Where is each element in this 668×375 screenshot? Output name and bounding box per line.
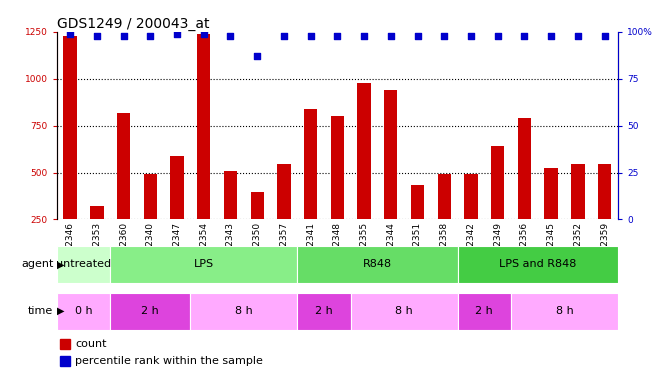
Point: [599, 33, 610, 39]
Bar: [110, 246, 297, 283]
Bar: [384, 90, 397, 219]
Bar: [59, 356, 69, 366]
Bar: [544, 168, 558, 219]
Bar: [518, 118, 531, 219]
Point: [305, 33, 316, 39]
Bar: [598, 164, 611, 219]
Point: [492, 33, 503, 39]
Bar: [170, 156, 184, 219]
Bar: [411, 185, 424, 219]
Text: ▶: ▶: [57, 306, 65, 316]
Text: 0 h: 0 h: [75, 306, 92, 316]
Point: [118, 33, 129, 39]
Text: 2 h: 2 h: [476, 306, 493, 316]
Bar: [511, 292, 618, 330]
Bar: [117, 112, 130, 219]
Point: [572, 33, 583, 39]
Bar: [250, 192, 264, 219]
Point: [546, 33, 556, 39]
Text: 2 h: 2 h: [142, 306, 159, 316]
Bar: [304, 109, 317, 219]
Bar: [491, 146, 504, 219]
Text: 2 h: 2 h: [315, 306, 333, 316]
Point: [412, 33, 423, 39]
Bar: [458, 292, 511, 330]
Bar: [297, 246, 458, 283]
Bar: [110, 292, 190, 330]
Text: percentile rank within the sample: percentile rank within the sample: [75, 356, 263, 366]
Text: LPS and R848: LPS and R848: [499, 260, 576, 269]
Bar: [90, 206, 104, 219]
Bar: [277, 164, 291, 219]
Bar: [438, 174, 451, 219]
Point: [172, 31, 182, 37]
Point: [145, 33, 156, 39]
Bar: [59, 339, 69, 349]
Bar: [331, 116, 344, 219]
Point: [252, 53, 263, 59]
Bar: [458, 246, 618, 283]
Bar: [224, 171, 237, 219]
Bar: [351, 292, 458, 330]
Bar: [464, 174, 478, 219]
Bar: [571, 164, 584, 219]
Text: LPS: LPS: [194, 260, 214, 269]
Text: R848: R848: [363, 260, 392, 269]
Text: time: time: [28, 306, 53, 316]
Bar: [297, 292, 351, 330]
Text: ▶: ▶: [57, 260, 65, 269]
Point: [439, 33, 450, 39]
Point: [359, 33, 369, 39]
Point: [279, 33, 289, 39]
Bar: [57, 292, 110, 330]
Text: agent: agent: [21, 260, 53, 269]
Point: [385, 33, 396, 39]
Text: 8 h: 8 h: [556, 306, 573, 316]
Bar: [144, 174, 157, 219]
Bar: [197, 34, 210, 219]
Text: GDS1249 / 200043_at: GDS1249 / 200043_at: [57, 17, 209, 31]
Point: [65, 31, 75, 37]
Point: [519, 33, 530, 39]
Text: 8 h: 8 h: [395, 306, 413, 316]
Point: [198, 31, 209, 37]
Point: [225, 33, 236, 39]
Bar: [63, 36, 77, 219]
Point: [92, 33, 102, 39]
Bar: [357, 84, 371, 219]
Bar: [57, 246, 110, 283]
Text: untreated: untreated: [56, 260, 111, 269]
Text: 8 h: 8 h: [235, 306, 253, 316]
Text: count: count: [75, 339, 107, 349]
Point: [332, 33, 343, 39]
Bar: [190, 292, 297, 330]
Point: [466, 33, 476, 39]
